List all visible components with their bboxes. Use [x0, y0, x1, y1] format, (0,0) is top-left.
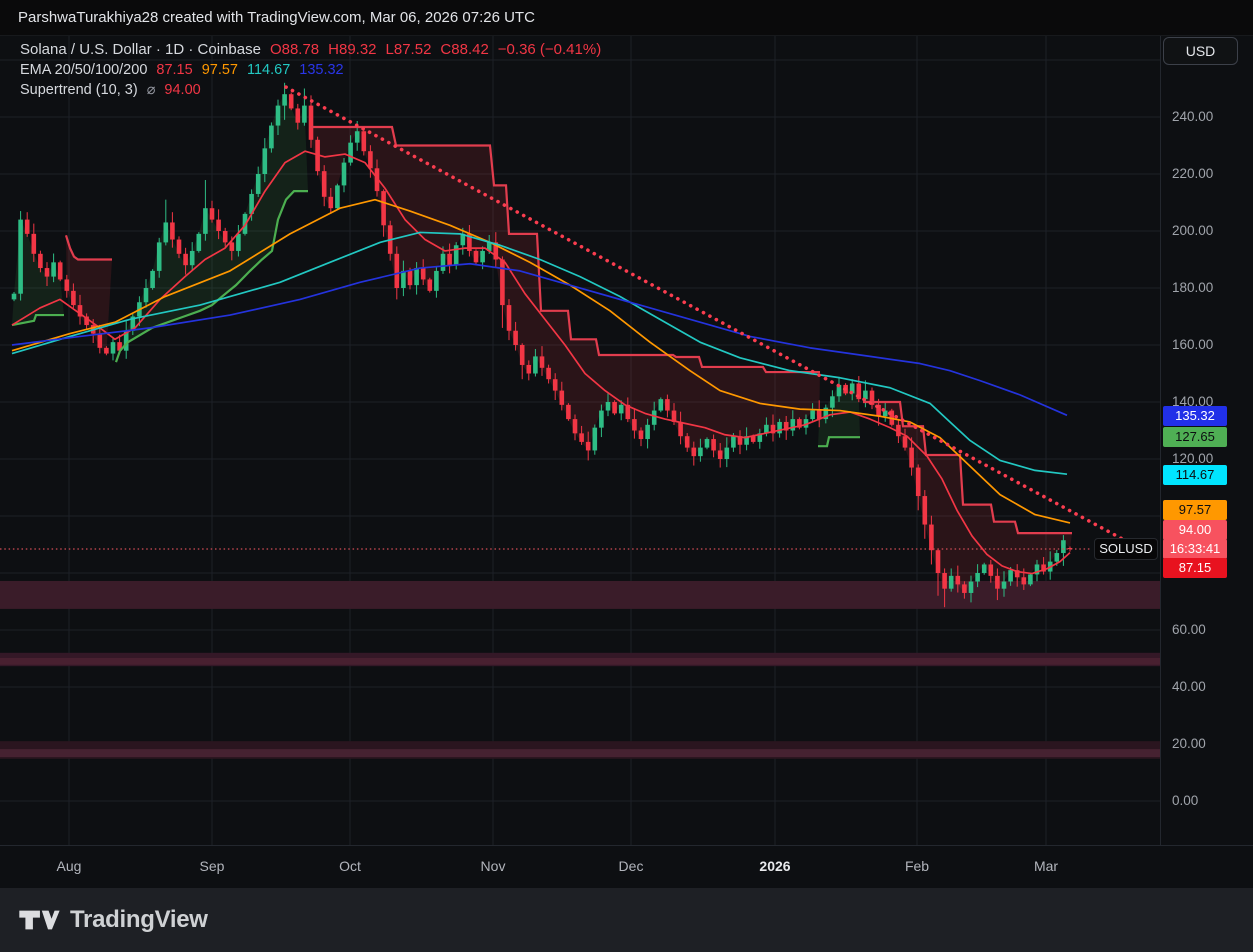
ema-label: EMA 20/50/100/200 — [20, 62, 148, 78]
price-chart-pane[interactable] — [0, 36, 1160, 845]
time-axis-label-feb: Feb — [904, 858, 930, 874]
price-axis-tick: 180.00 — [1172, 280, 1214, 295]
supertrend-dash-icon: ⌀ — [146, 82, 156, 98]
supertrend-label: Supertrend (10, 3) — [20, 82, 138, 98]
chart-container[interactable]: Solana / U.S. Dollar · 1D · Coinbase O88… — [0, 36, 1253, 888]
symbol-title: Solana / U.S. Dollar · 1D · Coinbase — [20, 41, 261, 58]
chart-legend: Solana / U.S. Dollar · 1D · Coinbase O88… — [20, 40, 601, 100]
price-axis-tick: 220.00 — [1172, 166, 1214, 181]
footer-bar: TradingView — [0, 887, 1253, 952]
legend-supertrend-row[interactable]: Supertrend (10, 3) ⌀ 94.00 — [20, 80, 601, 100]
price-axis-tick: 20.00 — [1172, 736, 1206, 751]
price-tag-114-67: 114.67 — [1163, 465, 1227, 485]
price-tag-127-65: 127.65 — [1163, 427, 1227, 447]
ema100-value: 114.67 — [246, 62, 291, 78]
price-axis-tick: 200.00 — [1172, 223, 1214, 238]
ema20-value: 87.15 — [156, 62, 193, 78]
time-axis-label-2026: 2026 — [759, 858, 791, 874]
ohlc-high: H89.32 — [328, 41, 377, 58]
supertrend-value: 94.00 — [164, 82, 201, 98]
ohlc-open: O88.78 — [269, 41, 320, 58]
legend-ema-row[interactable]: EMA 20/50/100/200 87.15 97.57 114.67 135… — [20, 60, 601, 80]
price-axis-tick: 140.00 — [1172, 394, 1214, 409]
attribution-bar: ParshwaTurakhiya28 created with TradingV… — [0, 0, 1253, 36]
price-axis-tick: 0.00 — [1172, 793, 1199, 808]
ohlc-close: C88.42 — [440, 41, 489, 58]
price-tag-87-15: 87.15 — [1163, 558, 1227, 578]
time-axis-label-dec: Dec — [618, 858, 644, 874]
legend-symbol-row[interactable]: Solana / U.S. Dollar · 1D · Coinbase O88… — [20, 40, 601, 60]
tradingview-wordmark[interactable]: TradingView — [70, 905, 208, 933]
ema200-value: 135.32 — [299, 62, 344, 78]
currency-usd-button[interactable]: USD — [1163, 37, 1238, 65]
price-axis-tick: 60.00 — [1172, 622, 1206, 637]
time-axis-label-aug: Aug — [56, 858, 82, 874]
price-axis[interactable]: 240.00 220.00 200.00 180.00 160.00 140.00 120.… — [1160, 36, 1253, 845]
attribution-text: ParshwaTurakhiya28 created with TradingV… — [18, 9, 535, 26]
ohlc-low: L87.52 — [385, 41, 432, 58]
time-axis-label-sep: Sep — [199, 858, 225, 874]
time-axis[interactable]: Aug Sep Oct Nov Dec 2026 Feb Mar — [0, 845, 1253, 888]
price-axis-tick: 40.00 — [1172, 679, 1206, 694]
time-axis-label-oct: Oct — [339, 858, 361, 874]
price-line-symbol-label: SOLUSD — [1094, 538, 1158, 560]
time-axis-label-mar: Mar — [1033, 858, 1059, 874]
price-tag-94-00: 94.00 — [1163, 520, 1227, 540]
price-axis-tick: 240.00 — [1172, 109, 1214, 124]
ohlc-change: −0.36 (−0.41%) — [497, 41, 602, 58]
price-tag-97-57: 97.57 — [1163, 500, 1227, 520]
price-tag-135-32: 135.32 — [1163, 406, 1227, 426]
time-axis-label-nov: Nov — [480, 858, 506, 874]
tradingview-logo-icon[interactable] — [18, 905, 60, 935]
price-axis-tick: 120.00 — [1172, 451, 1214, 466]
ema50-value: 97.57 — [201, 62, 238, 78]
price-tag-16-33-41: 16:33:41 — [1163, 539, 1227, 559]
price-axis-tick: 160.00 — [1172, 337, 1214, 352]
